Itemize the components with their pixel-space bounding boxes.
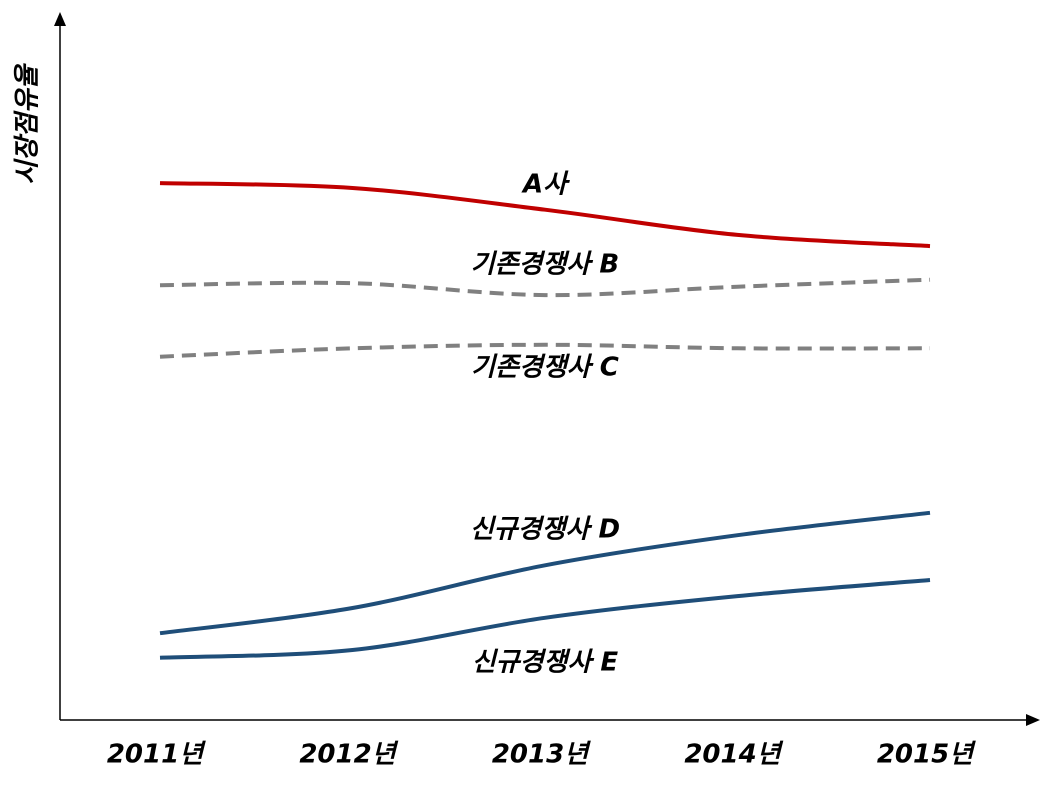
- x-tick-label: 2015년: [877, 740, 976, 770]
- series-label: 신규경쟁사 E: [472, 648, 619, 678]
- x-axis-arrow: [1026, 714, 1040, 726]
- y-axis-arrow: [54, 12, 66, 26]
- series-line: [159, 578, 931, 660]
- series-line: [159, 277, 931, 298]
- series-label: 기존경쟁사 C: [471, 353, 619, 383]
- x-tick-label: 2014년: [684, 740, 783, 770]
- y-axis-label: 시장점유율: [13, 62, 43, 185]
- series-label: A사: [521, 170, 570, 200]
- series-label: 신규경쟁사 D: [470, 515, 620, 545]
- series-line: [159, 342, 931, 359]
- x-tick-label: 2011년: [107, 740, 206, 770]
- x-tick-label: 2013년: [492, 740, 591, 770]
- x-tick-label: 2012년: [299, 740, 398, 770]
- series-line: [159, 181, 931, 249]
- series-line: [159, 510, 931, 636]
- series-label: 기존경쟁사 B: [471, 250, 619, 280]
